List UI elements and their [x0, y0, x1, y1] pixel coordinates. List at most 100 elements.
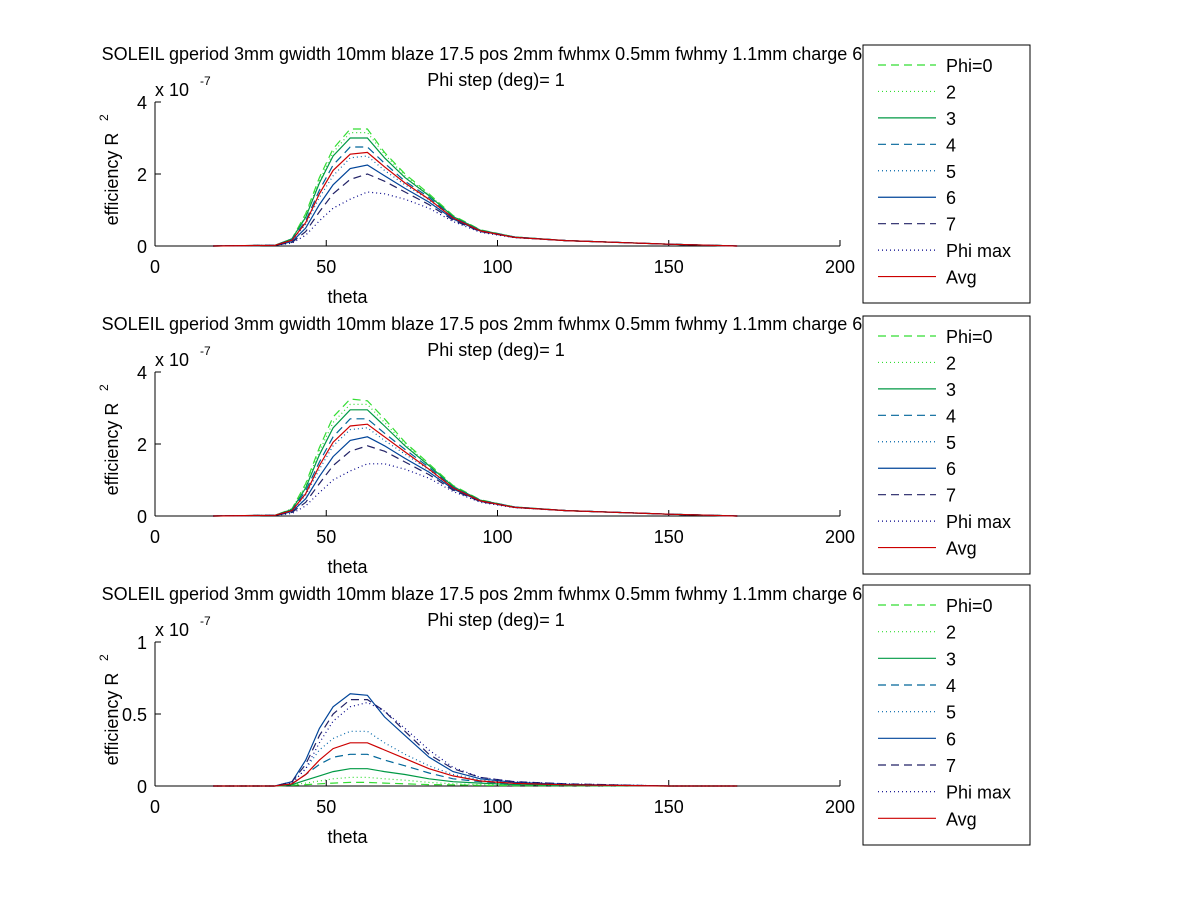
- series-line-9: [213, 151, 738, 247]
- axis-exponent-base: x 10: [155, 80, 189, 100]
- legend: Phi=0 2 3 4 5 6 7 Phi max Avg: [862, 315, 1031, 575]
- legend-box: [862, 315, 1031, 575]
- y-tick-label: 2: [137, 435, 147, 455]
- y-axis-title: efficiency R: [102, 133, 122, 226]
- y-axis-title-group: efficiency R 2: [97, 384, 122, 495]
- series-line-1: [213, 128, 738, 247]
- series-line-7: [213, 698, 738, 787]
- legend-label: Phi=0: [946, 327, 993, 347]
- x-tick-label: 150: [654, 797, 684, 817]
- legend-label: 2: [946, 623, 956, 643]
- chart-title: SOLEIL gperiod 3mm gwidth 10mm blaze 17.…: [102, 584, 989, 604]
- legend-label: Phi max: [946, 783, 1011, 803]
- series-line-2: [213, 776, 738, 787]
- series-line-4: [213, 146, 738, 247]
- x-tick-label: 100: [482, 257, 512, 277]
- y-tick-label: 0: [137, 507, 147, 527]
- y-axis-title-group: efficiency R 2: [97, 114, 122, 225]
- x-tick-label: 50: [316, 527, 336, 547]
- legend-label: Avg: [946, 539, 977, 559]
- series-line-9: [213, 423, 738, 517]
- legend-label: 5: [946, 162, 956, 182]
- axis-exponent-base: x 10: [155, 620, 189, 640]
- legend-label: 6: [946, 729, 956, 749]
- x-tick-label: 100: [482, 797, 512, 817]
- series-line-8: [213, 191, 738, 247]
- axis-exponent-power: -7: [200, 344, 211, 358]
- x-tick-label: 50: [316, 257, 336, 277]
- legend-box: [862, 44, 1031, 304]
- series-line-9: [213, 742, 738, 787]
- x-tick-label: 200: [825, 797, 855, 817]
- y-axis-title-superscript: 2: [97, 654, 111, 661]
- legend-label: 4: [946, 676, 956, 696]
- x-tick-label: 0: [150, 527, 160, 547]
- y-tick-label: 4: [137, 93, 147, 113]
- chart-subtitle: Phi step (deg)= 1: [427, 70, 565, 90]
- y-axis-title-superscript: 2: [97, 114, 111, 121]
- chart-title: SOLEIL gperiod 3mm gwidth 10mm blaze 17.…: [102, 44, 989, 64]
- x-tick-label: 50: [316, 797, 336, 817]
- x-axis-title: theta: [327, 557, 368, 577]
- series-line-1: [213, 398, 738, 517]
- series-line-1: [213, 781, 738, 787]
- legend-label: Avg: [946, 809, 977, 829]
- legend-label: 7: [946, 215, 956, 235]
- x-tick-label: 150: [654, 527, 684, 547]
- legend-label: 3: [946, 109, 956, 129]
- x-tick-label: 150: [654, 257, 684, 277]
- legend-label: 3: [946, 649, 956, 669]
- chart-panel-2: 0 50 100 150 200 0 2 4 x 10 -7 theta efficiency R 2 S…: [97, 314, 1031, 577]
- legend-label: Phi=0: [946, 56, 993, 76]
- x-tick-label: 100: [482, 527, 512, 547]
- y-axis-title-superscript: 2: [97, 384, 111, 391]
- y-tick-label: 0: [137, 237, 147, 257]
- y-axis-title-group: efficiency R 2: [97, 654, 122, 765]
- legend-label: 4: [946, 135, 956, 155]
- chart-subtitle: Phi step (deg)= 1: [427, 610, 565, 630]
- chart-panel-1: 0 50 100 150 200 0 2 4 x 10 -7 theta efficiency R 2 S…: [97, 44, 1031, 307]
- legend-label: 2: [946, 82, 956, 102]
- chart-subtitle: Phi step (deg)= 1: [427, 340, 565, 360]
- y-axis-title: efficiency R: [102, 673, 122, 766]
- axis-exponent-power: -7: [200, 74, 211, 88]
- y-tick-label: 0: [137, 777, 147, 797]
- legend-label: 5: [946, 703, 956, 723]
- series-line-3: [213, 768, 738, 787]
- legend-label: Phi max: [946, 241, 1011, 261]
- legend: Phi=0 2 3 4 5 6 7 Phi max Avg: [862, 584, 1031, 846]
- series-line-6: [213, 693, 738, 787]
- series-line-8: [213, 701, 738, 787]
- x-axis-title: theta: [327, 827, 368, 847]
- legend-box: [862, 584, 1031, 846]
- legend-label: 6: [946, 188, 956, 208]
- legend: Phi=0 2 3 4 5 6 7 Phi max Avg: [862, 44, 1031, 304]
- legend-label: 6: [946, 459, 956, 479]
- series-line-5: [213, 155, 738, 247]
- axis-exponent-base: x 10: [155, 350, 189, 370]
- x-tick-label: 200: [825, 527, 855, 547]
- x-tick-label: 0: [150, 797, 160, 817]
- x-tick-label: 0: [150, 257, 160, 277]
- legend-label: 3: [946, 380, 956, 400]
- x-axis-title: theta: [327, 287, 368, 307]
- legend-label: 5: [946, 433, 956, 453]
- legend-label: Avg: [946, 268, 977, 288]
- chart-panel-3: 0 50 100 150 200 0 0.5 1 x 10 -7 theta efficiency R…: [97, 584, 1031, 847]
- legend-label: 4: [946, 406, 956, 426]
- legend-label: 7: [946, 486, 956, 506]
- y-tick-label: 0.5: [122, 705, 147, 725]
- y-tick-label: 1: [137, 633, 147, 653]
- legend-label: 2: [946, 353, 956, 373]
- chart-title: SOLEIL gperiod 3mm gwidth 10mm blaze 17.…: [102, 314, 989, 334]
- y-axis-title: efficiency R: [102, 403, 122, 496]
- legend-label: Phi max: [946, 512, 1011, 532]
- x-tick-label: 200: [825, 257, 855, 277]
- series-line-7: [213, 173, 738, 247]
- y-tick-label: 2: [137, 165, 147, 185]
- y-tick-label: 4: [137, 363, 147, 383]
- axis-exponent-power: -7: [200, 614, 211, 628]
- series-line-7: [213, 445, 738, 517]
